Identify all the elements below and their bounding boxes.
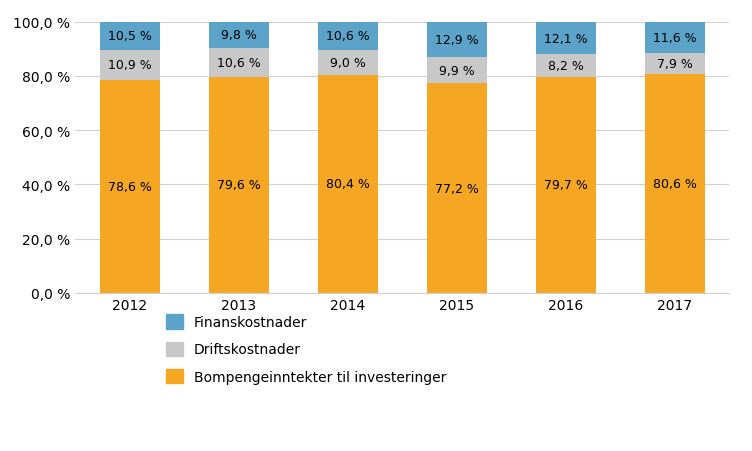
Bar [645,22,705,54]
Text: 10,9 %: 10,9 % [108,59,152,72]
Text: 11,6 %: 11,6 % [653,32,697,45]
Bar [318,76,378,293]
Bar [318,51,378,76]
Text: 12,9 %: 12,9 % [435,33,479,46]
Bar [209,78,268,293]
Text: 10,6 %: 10,6 % [217,57,261,70]
Bar [209,49,268,78]
Text: 12,1 %: 12,1 % [544,32,588,46]
Text: 10,5 %: 10,5 % [108,30,152,43]
Bar [318,23,378,51]
Bar [645,54,705,75]
Text: 9,9 %: 9,9 % [439,64,475,77]
Bar [427,84,487,293]
Bar [427,57,487,84]
Bar [100,80,159,293]
Bar [427,23,487,57]
Text: 80,6 %: 80,6 % [653,178,697,191]
Bar [536,55,596,78]
Text: 79,6 %: 79,6 % [217,179,261,192]
Bar [100,23,159,51]
Text: 9,0 %: 9,0 % [330,57,365,70]
Bar [645,75,705,293]
Legend: Finanskostnader, Driftskostnader, Bompengeinntekter til investeringer: Finanskostnader, Driftskostnader, Bompen… [161,309,452,390]
Text: 7,9 %: 7,9 % [657,58,693,71]
Text: 78,6 %: 78,6 % [108,180,152,193]
Bar [100,51,159,80]
Text: 77,2 %: 77,2 % [435,182,479,195]
Text: 8,2 %: 8,2 % [548,60,584,73]
Bar [209,23,268,49]
Text: 79,7 %: 79,7 % [544,179,588,192]
Text: 9,8 %: 9,8 % [221,29,256,42]
Bar [536,23,596,55]
Bar [536,78,596,293]
Text: 10,6 %: 10,6 % [326,30,370,43]
Text: 80,4 %: 80,4 % [326,178,370,191]
